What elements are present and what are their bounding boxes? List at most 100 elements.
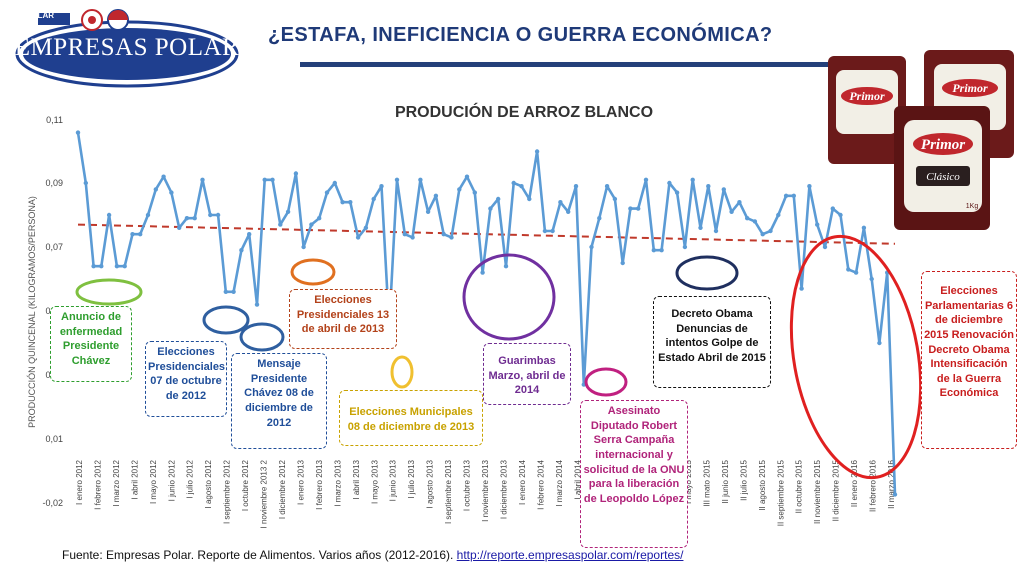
- data-point: [815, 222, 820, 227]
- data-point: [192, 216, 197, 221]
- x-tick-label: I octubre 2013: [463, 459, 472, 511]
- data-point: [114, 264, 120, 269]
- data-point: [558, 200, 563, 205]
- data-point: [799, 286, 804, 291]
- data-point: [363, 225, 369, 230]
- data-point: [247, 232, 252, 237]
- page-title: ¿ESTAFA, INEFICIENCIA O GUERRA ECONÓMICA…: [268, 24, 773, 46]
- data-point: [371, 196, 376, 202]
- annotation-mensaje: Mensaje Presidente Chávez 08 de diciembr…: [231, 353, 327, 449]
- x-tick-label: I noviembre 2013: [481, 459, 490, 521]
- polar-small-label: POLAR: [26, 11, 54, 20]
- product-brand-back-right: Primor: [952, 81, 988, 95]
- x-tick-label: II agosto 2015: [758, 459, 767, 510]
- data-point: [223, 289, 228, 294]
- data-point: [449, 235, 454, 240]
- x-tick-label: I julio 2012: [186, 459, 195, 498]
- data-point: [309, 222, 314, 227]
- data-point: [791, 193, 796, 198]
- data-point: [550, 228, 555, 234]
- data-point: [332, 180, 337, 186]
- highlight-elecciones-2012: [202, 305, 250, 335]
- data-point: [822, 244, 828, 250]
- x-tick-label: I agosto 2013: [426, 459, 435, 508]
- data-point: [534, 149, 540, 154]
- data-point: [745, 216, 750, 221]
- data-point: [161, 174, 166, 179]
- data-point: [293, 171, 299, 176]
- data-point: [706, 184, 711, 189]
- data-point: [184, 216, 190, 221]
- y-tick-label: 0,01: [45, 434, 63, 444]
- highlight-guarimbas: [462, 253, 556, 341]
- data-point: [355, 235, 361, 240]
- data-point: [472, 190, 477, 195]
- x-tick-label: I marzo 2012: [112, 459, 121, 506]
- product-variant: Clásico: [926, 171, 960, 183]
- x-tick-label: I agosto 2012: [204, 459, 213, 508]
- rice-bags-image: Primor Primor Primor Clásico 1Kg: [828, 50, 1014, 230]
- data-point: [892, 492, 898, 497]
- data-point: [488, 206, 493, 211]
- y-axis-label: PRODUCCIÓN QUINCENAL (KILOGRAMOS/PERSONA…: [27, 196, 37, 428]
- x-tick-label: I enero 2014: [518, 459, 527, 504]
- empresas-polar-logo: [15, 9, 239, 88]
- data-point: [838, 212, 843, 218]
- highlight-mensaje: [239, 322, 285, 352]
- data-point: [846, 267, 851, 272]
- highlight-asesinato: [584, 367, 628, 397]
- highlight-parlamentarias: [789, 234, 923, 480]
- data-point: [75, 130, 81, 135]
- x-tick-label: I diciembre 2012: [278, 459, 287, 519]
- data-point: [628, 206, 633, 211]
- source-text: Fuente: Empresas Polar. Reporte de Alime…: [62, 548, 457, 562]
- annotation-anuncio: Anuncio de enfermedad Presidente Chávez: [50, 306, 132, 382]
- data-point: [177, 225, 182, 230]
- data-point: [262, 177, 267, 182]
- data-point: [200, 177, 205, 182]
- data-point: [566, 209, 571, 214]
- data-point: [285, 209, 291, 214]
- x-tick-label: II enero 2016: [850, 459, 859, 507]
- data-point: [651, 248, 656, 253]
- product-brand-front: Primor: [921, 137, 965, 153]
- annotation-asesinato: Asesinato Diputado Robert Serra Campaña …: [580, 400, 688, 548]
- x-tick-label: III mato 2015: [703, 459, 712, 506]
- data-point: [410, 235, 415, 240]
- data-point: [776, 212, 781, 218]
- annotation-elecciones-2013: Elecciones Presidenciales 13 de abril de…: [289, 289, 397, 349]
- data-point: [721, 187, 726, 192]
- data-point: [215, 212, 221, 218]
- data-point: [457, 187, 462, 192]
- source-link[interactable]: http://reporte.empresaspolar.com/reporte…: [456, 548, 684, 562]
- data-point: [464, 174, 470, 179]
- title-underline: [300, 62, 834, 67]
- y-tick-label: -0,02: [42, 498, 63, 508]
- highlight-elecciones-2013: [290, 258, 336, 286]
- data-point: [348, 200, 353, 205]
- data-point: [91, 264, 96, 269]
- data-point: [278, 222, 283, 227]
- data-point: [768, 228, 773, 234]
- x-tick-label: I julio 2013: [407, 459, 416, 498]
- x-tick-label: I febrero 2012: [94, 459, 103, 509]
- data-point: [737, 200, 742, 205]
- x-tick-label: I enero 2012: [75, 459, 84, 504]
- data-point: [441, 232, 446, 237]
- x-tick-label: I mayo 2015: [684, 459, 693, 504]
- data-point: [612, 196, 618, 202]
- data-point: [713, 228, 719, 234]
- x-tick-label: II noviembre 2015: [813, 459, 822, 524]
- data-point: [208, 212, 213, 218]
- source-note: Fuente: Empresas Polar. Reporte de Alime…: [62, 548, 683, 562]
- product-brand-back-left: Primor: [849, 89, 885, 103]
- logo-text: EMPRESAS POLAR: [14, 34, 240, 61]
- data-point: [270, 177, 275, 182]
- data-point: [830, 206, 835, 211]
- data-point: [106, 212, 112, 218]
- data-point: [729, 209, 734, 214]
- annotation-elecciones-2012: Elecciones Presidenciales 07 de octubre …: [145, 341, 227, 417]
- data-point: [519, 184, 524, 189]
- data-point: [503, 264, 509, 269]
- x-tick-label: I febrero 2014: [536, 459, 545, 509]
